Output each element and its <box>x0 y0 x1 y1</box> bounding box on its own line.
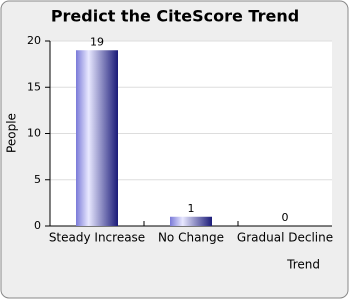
x-tick-label: Gradual Decline <box>237 231 333 245</box>
value-label: 0 <box>282 211 289 224</box>
y-axis-label: People <box>5 113 19 153</box>
bar <box>170 216 212 226</box>
y-tick-label: 10 <box>27 127 41 140</box>
bar <box>76 50 118 226</box>
chart-title: Predict the CiteScore Trend <box>51 7 299 26</box>
y-tick-label: 0 <box>34 219 41 232</box>
y-tick-label: 5 <box>34 173 41 186</box>
x-axis-label: Trend <box>286 258 320 272</box>
value-label: 1 <box>188 202 195 215</box>
y-tick-label: 15 <box>27 80 41 93</box>
value-label: 19 <box>90 35 104 48</box>
x-tick-label: No Change <box>158 231 224 245</box>
x-tick-label: Steady Increase <box>49 231 145 245</box>
y-tick-label: 20 <box>27 34 41 47</box>
